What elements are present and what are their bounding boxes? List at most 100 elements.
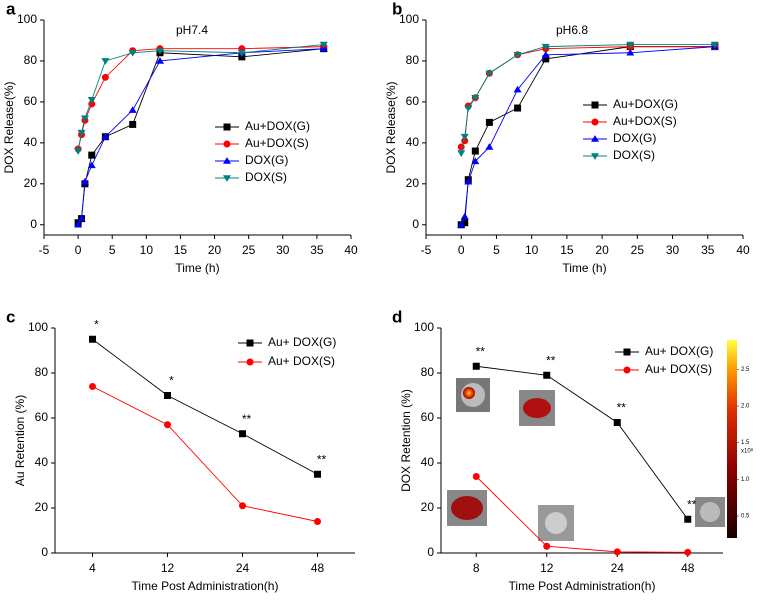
point — [591, 101, 599, 109]
series-line — [77, 44, 324, 152]
y-tick-label: 0 — [41, 545, 48, 559]
point — [591, 153, 599, 160]
point — [541, 50, 550, 58]
x-tick-label: 25 — [242, 243, 256, 257]
y-tick-label: 60 — [421, 410, 435, 424]
point — [461, 219, 469, 227]
point — [164, 392, 171, 399]
point — [710, 41, 719, 49]
y-axis-label: DOX Retention (%) — [399, 389, 413, 492]
panel-label: b — [392, 0, 402, 18]
x-tick-label: 8 — [473, 561, 480, 575]
colorbar — [727, 340, 737, 538]
x-axis-label: Time Post Administration(h) — [132, 579, 279, 593]
signal — [463, 387, 475, 399]
x-axis-label: Time (h) — [175, 261, 219, 275]
y-tick-label: 40 — [421, 455, 435, 469]
y-tick-label: 100 — [17, 12, 37, 26]
point — [591, 118, 599, 126]
point — [155, 47, 164, 55]
point — [89, 335, 96, 343]
point — [155, 57, 164, 64]
y-tick-label: 100 — [28, 320, 48, 334]
point — [89, 383, 96, 390]
point — [88, 151, 96, 159]
y-axis-label: Au Retention (%) — [13, 395, 27, 486]
colorbar-tick-label: 1.0 — [741, 477, 750, 483]
y-tick-label: 100 — [414, 320, 434, 334]
x-tick-label: 30 — [276, 243, 290, 257]
point — [471, 147, 479, 155]
significance-mark: ** — [476, 344, 486, 358]
y-tick-label: 0 — [427, 545, 434, 559]
point — [472, 362, 480, 370]
point — [87, 97, 96, 104]
panel: 8 12 24 48 0 20 40 60 80 100 Time Post Administrat… — [392, 307, 754, 593]
series-line — [476, 365, 689, 520]
y-tick-label: 40 — [406, 135, 420, 149]
point — [472, 473, 480, 480]
x-tick-label: 10 — [140, 243, 154, 257]
point — [164, 421, 171, 429]
point — [485, 118, 493, 126]
series-line — [92, 386, 318, 522]
point — [626, 48, 635, 56]
x-tick-label: 35 — [310, 243, 324, 257]
x-tick-label: 25 — [631, 243, 645, 257]
x-tick-label: 15 — [174, 243, 188, 257]
point — [613, 419, 621, 426]
legend-label: Au+ DOX(G) — [268, 335, 336, 349]
y-tick-label: 80 — [421, 365, 435, 379]
y-tick-label: 80 — [35, 365, 49, 379]
point — [77, 129, 86, 137]
point — [238, 53, 246, 61]
significance-mark: * — [169, 374, 174, 388]
legend-label: Au+DOX(G) — [245, 119, 310, 133]
panel: 4 12 24 48 0 20 40 60 80 100 Time Post Administrat… — [6, 307, 355, 593]
point — [101, 73, 109, 81]
significance-mark: ** — [242, 412, 252, 426]
series-line — [77, 46, 324, 150]
significance-mark: ** — [317, 452, 327, 466]
point — [684, 548, 692, 556]
x-axis-label: Time Post Administration(h) — [509, 579, 656, 593]
y-axis-label: DOX Release(%) — [384, 81, 398, 173]
point — [513, 85, 522, 93]
x-tick-label: -5 — [39, 243, 50, 257]
y-tick-label: 40 — [24, 135, 38, 149]
x-tick-label: 12 — [161, 561, 175, 575]
point — [314, 518, 321, 525]
point — [471, 95, 480, 102]
x-tick-label: 12 — [540, 561, 554, 575]
significance-mark: ** — [617, 401, 627, 415]
point — [460, 212, 469, 220]
point — [485, 143, 494, 150]
point — [591, 135, 599, 142]
point — [542, 55, 550, 63]
y-tick-label: 80 — [24, 53, 38, 67]
organ — [700, 502, 720, 522]
y-tick-label: 20 — [406, 176, 420, 190]
x-tick-label: 0 — [75, 243, 82, 257]
point — [464, 177, 473, 185]
point — [237, 49, 246, 57]
panel-label: c — [6, 307, 15, 326]
point — [684, 515, 692, 523]
organ — [545, 512, 567, 534]
y-tick-label: 20 — [35, 500, 49, 514]
point — [485, 70, 494, 78]
panel-label: a — [6, 0, 16, 18]
legend-label: DOX(S) — [245, 170, 287, 184]
x-tick-label: 30 — [666, 243, 680, 257]
x-tick-label: 48 — [311, 561, 325, 575]
point — [129, 120, 137, 128]
y-tick-label: 0 — [412, 217, 419, 231]
x-tick-label: 40 — [344, 243, 358, 257]
series-line — [92, 338, 318, 475]
colorbar-tick-label: 2.0 — [741, 404, 750, 410]
point — [223, 123, 231, 131]
chart-title: pH6.8 — [556, 23, 588, 37]
x-tick-label: 24 — [236, 561, 250, 575]
